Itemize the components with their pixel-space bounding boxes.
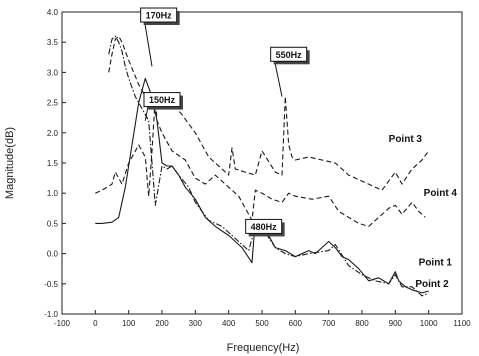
annotation-box (245, 218, 283, 234)
series-line-point-2 (108, 35, 429, 297)
y-tick-label: 0.5 (47, 219, 59, 228)
y-tick-label: 2.5 (47, 99, 59, 108)
y-axis-title: Magnitude(dB) (4, 127, 16, 199)
annotation-box (140, 7, 178, 23)
plot-border (61, 11, 463, 315)
y-tick-label: 1.5 (47, 159, 59, 168)
y-tick-label: 4.0 (47, 8, 59, 17)
x-tick-label: 400 (222, 319, 236, 328)
x-axis-title: Frequency(Hz) (227, 342, 300, 354)
x-tick-label: -100 (54, 319, 71, 328)
series-labels-group: Point 3 Point 4 Point 1 Point 2 (389, 134, 458, 290)
y-tick-label: 3.5 (47, 38, 59, 47)
series-line-point-4 (95, 96, 426, 227)
annotation-box (270, 46, 308, 62)
series-label-point-3: Point 3 (389, 134, 423, 145)
annotation-leader (144, 21, 153, 67)
x-tick-label: 1100 (453, 319, 471, 328)
x-tick-label: 800 (355, 319, 369, 328)
y-tick-label: -1.0 (44, 310, 58, 319)
series-label-point-4: Point 4 (424, 188, 458, 199)
annotation-box (143, 92, 181, 108)
y-tick-label: 0.0 (47, 250, 59, 259)
annotation-label: 480Hz (251, 222, 278, 232)
x-tick-label: 900 (389, 319, 403, 328)
annotations-group: 170Hz 150Hz 550Hz 480Hz (140, 7, 310, 237)
chart-frame (61, 11, 463, 315)
x-tick-label: 1000 (420, 319, 438, 328)
y-tick-label: -0.5 (44, 280, 58, 289)
x-tick-label: 200 (155, 319, 169, 328)
y-tick-label: 3.0 (47, 68, 59, 77)
annotation-label: 170Hz (146, 11, 173, 21)
y-tick-label: 2.0 (47, 129, 59, 138)
x-tick-label: 300 (189, 319, 203, 328)
series-line-point-1 (95, 77, 429, 294)
y-tick-label: 1.0 (47, 189, 59, 198)
x-tick-label: 600 (289, 319, 303, 328)
x-tick-label: 500 (255, 319, 269, 328)
annotation-label: 550Hz (276, 50, 303, 60)
series-label-point-1: Point 1 (419, 258, 453, 269)
axis-ticks: -100 0 100 200 300 400 500 600 700 800 900 1000 1100… (44, 8, 471, 328)
series-group (95, 35, 430, 297)
x-tick-label: 700 (322, 319, 336, 328)
annotation-label: 150Hz (149, 95, 176, 105)
x-tick-label: 100 (122, 319, 136, 328)
series-label-point-2: Point 2 (415, 279, 449, 290)
annotation-leader (274, 61, 283, 97)
x-tick-label: 0 (93, 319, 98, 328)
